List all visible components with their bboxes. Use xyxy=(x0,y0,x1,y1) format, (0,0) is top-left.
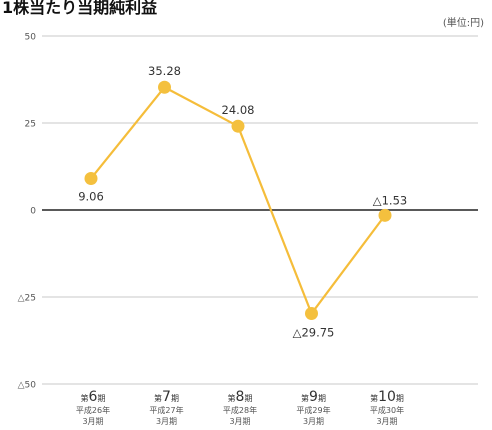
x-tick-label-month: 3月期 xyxy=(156,417,177,426)
data-point xyxy=(231,119,245,133)
x-tick-label-month: 3月期 xyxy=(303,417,324,426)
x-tick-label-period: 第6期 xyxy=(81,389,106,405)
x-tick-label-period: 第8期 xyxy=(228,389,253,405)
x-tick-label-year: 平成28年 xyxy=(223,405,257,415)
x-tick-label-month: 3月期 xyxy=(82,417,103,426)
x-tick-label-period: 第10期 xyxy=(370,389,404,405)
data-point xyxy=(305,307,318,321)
x-tick-label-year: 平成30年 xyxy=(370,405,404,415)
y-tick-label: 0 xyxy=(30,207,36,217)
x-tick-label-period: 第9期 xyxy=(301,389,326,405)
y-tick-label: △50 xyxy=(18,381,37,391)
x-tick-label-year: 平成26年 xyxy=(76,405,110,415)
x-tick-label-month: 3月期 xyxy=(229,417,250,426)
x-tick-label-year: 平成27年 xyxy=(149,405,183,415)
y-tick-label: △25 xyxy=(18,294,36,304)
y-tick-label: 50 xyxy=(25,33,37,43)
data-point xyxy=(84,171,98,185)
x-tick-label-month: 3月期 xyxy=(376,417,397,426)
x-tick-label-year: 平成29年 xyxy=(296,405,330,415)
data-label: △29.75 xyxy=(293,326,335,340)
data-label: 35.28 xyxy=(148,64,181,78)
data-point xyxy=(378,208,392,222)
y-tick-label: 25 xyxy=(25,120,36,130)
unit-label: (単位:円) xyxy=(442,18,484,29)
chart-title: 1株当たり当期純利益 xyxy=(2,0,158,17)
data-label: △1.53 xyxy=(373,193,407,207)
data-point xyxy=(158,80,171,94)
x-tick-label-period: 第7期 xyxy=(154,389,179,405)
data-label: 24.08 xyxy=(222,103,255,117)
data-label: 9.06 xyxy=(78,189,104,203)
